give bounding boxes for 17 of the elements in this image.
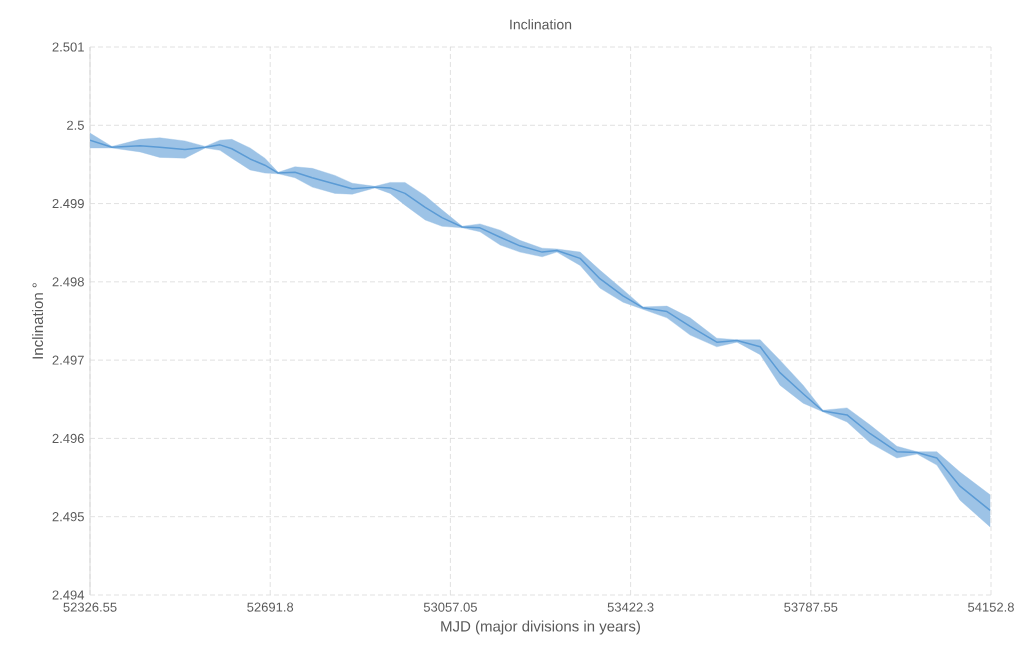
y-tick-label: 2.499	[52, 198, 84, 209]
y-axis-title: Inclination °	[32, 283, 44, 359]
y-tick-label: 2.494	[52, 590, 85, 600]
x-tick-label: 53057.05	[423, 602, 477, 612]
y-tick-label: 2.497	[52, 355, 84, 365]
y-tick-label: 2.496	[52, 433, 84, 444]
x-tick-label: 53787.55	[784, 602, 838, 612]
y-tick-label: 2.498	[52, 277, 84, 287]
y-tick-label: 2.501	[52, 42, 84, 52]
x-tick-label: 53422.3	[607, 602, 654, 612]
x-tick-label: 52691.8	[247, 602, 294, 612]
x-tick-label: 52326.55	[63, 602, 117, 612]
y-tick-label: 2.5	[67, 120, 84, 130]
y-tick-label: 2.495	[52, 512, 84, 522]
x-tick-label: 54152.8	[968, 602, 1014, 612]
chart-title: Inclination	[510, 19, 572, 30]
x-axis-title: MJD (major divisions in years)	[441, 620, 640, 635]
